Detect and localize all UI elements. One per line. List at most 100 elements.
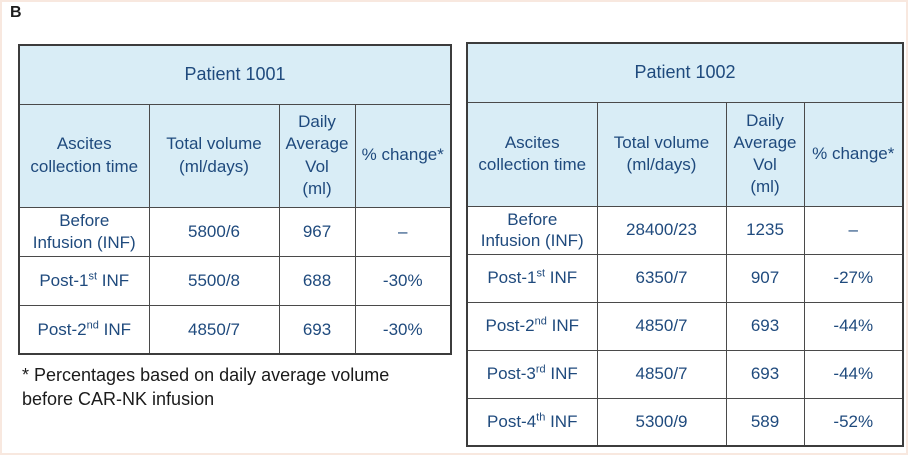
patient-1002-table: Patient 1002 Ascites collection time Tota… xyxy=(466,42,905,447)
label-text: Post-1 xyxy=(487,268,537,288)
header-line: Total volume xyxy=(166,134,262,154)
cell-daily-average: 688 xyxy=(278,255,356,306)
cell-collection-time: Post-1st INF xyxy=(466,253,598,303)
label-text: Post-2 xyxy=(37,319,87,339)
footnote-line: * Percentages based on daily average vol… xyxy=(22,365,390,385)
label-text: INF xyxy=(545,268,578,288)
cell-daily-average: 693 xyxy=(278,304,356,355)
footnote: * Percentages based on daily average vol… xyxy=(22,363,442,412)
header-line: Daily xyxy=(298,112,336,132)
ordinal-superscript: th xyxy=(536,411,546,424)
table-title-patient-1002: Patient 1002 xyxy=(466,42,904,103)
cell-daily-average: 907 xyxy=(725,253,805,303)
header-line: (ml/days) xyxy=(626,155,697,174)
label-text: Post-1 xyxy=(39,270,89,290)
label-line: Infusion (INF) xyxy=(480,231,584,250)
header-line: Average xyxy=(733,132,797,152)
cell-collection-time: Before Infusion (INF) xyxy=(466,205,598,255)
ordinal-superscript: nd xyxy=(534,315,547,328)
cell-daily-average: 1235 xyxy=(725,205,805,255)
table-row: Before Infusion (INF) 28400/23 1235 – xyxy=(466,205,904,255)
column-header-daily-average-vol: Daily Average Vol (ml) xyxy=(725,101,805,207)
cell-collection-time: Post-1st INF xyxy=(18,255,150,306)
table-row: Post-2nd INF 4850/7 693 -44% xyxy=(466,301,904,351)
label-text: INF xyxy=(97,270,130,290)
cell-total-volume: 5500/8 xyxy=(148,255,280,306)
label-line: Infusion (INF) xyxy=(32,232,136,252)
header-line: Total volume xyxy=(613,132,710,152)
label-text: INF xyxy=(546,316,579,336)
column-header-daily-average-vol: Daily Average Vol (ml) xyxy=(278,103,356,208)
label-text: Post-3 xyxy=(486,364,536,384)
header-line: Average xyxy=(285,134,349,154)
cell-total-volume: 4850/7 xyxy=(148,304,280,355)
header-line: collection time xyxy=(30,156,139,176)
panel-label: B xyxy=(10,4,22,21)
cell-collection-time: Before Infusion (INF) xyxy=(18,206,150,257)
column-header-total-volume: Total volume (ml/days) xyxy=(148,103,280,208)
cell-daily-average: 693 xyxy=(725,301,805,351)
ordinal-superscript: st xyxy=(536,267,546,280)
cell-pct-change: -30% xyxy=(354,255,452,306)
table-row: Post-2nd INF 4850/7 693 -30% xyxy=(18,304,452,355)
table-row: Before Infusion (INF) 5800/6 967 – xyxy=(18,206,452,257)
header-line: Vol xyxy=(753,155,777,174)
column-header-ascites-collection-time: Ascites collection time xyxy=(466,101,598,207)
cell-pct-change: – xyxy=(803,205,904,255)
header-line: collection time xyxy=(478,155,587,174)
cell-daily-average: 589 xyxy=(725,397,805,447)
table-row: Ascites collection time Total volume (ml/d… xyxy=(18,103,452,208)
header-line: (ml/days) xyxy=(179,156,249,176)
column-header-total-volume: Total volume (ml/days) xyxy=(596,101,727,207)
cell-collection-time: Post-3rd INF xyxy=(466,349,598,399)
cell-pct-change: -52% xyxy=(803,397,904,447)
table-row: Post-1st INF 5500/8 688 -30% xyxy=(18,255,452,306)
label-text: Post-2 xyxy=(485,316,535,336)
cell-daily-average: 967 xyxy=(278,206,356,257)
label-text: INF xyxy=(545,412,578,432)
ordinal-superscript: rd xyxy=(535,363,546,376)
ordinal-superscript: st xyxy=(88,270,98,283)
table-row: Post-1st INF 6350/7 907 -27% xyxy=(466,253,904,303)
label-line: Before xyxy=(59,211,110,231)
header-line: Vol xyxy=(305,156,329,176)
cell-collection-time: Post-2nd INF xyxy=(466,301,598,351)
header-line: % change* xyxy=(361,145,444,165)
cell-total-volume: 4850/7 xyxy=(596,301,727,351)
ordinal-superscript: nd xyxy=(86,318,99,331)
cell-total-volume: 6350/7 xyxy=(596,253,727,303)
table-row: Ascites collection time Total volume (ml/d… xyxy=(466,101,904,207)
table-row: Patient 1001 xyxy=(18,44,452,105)
column-header-pct-change: % change* xyxy=(803,101,904,207)
table-row: Post-3rd INF 4850/7 693 -44% xyxy=(466,349,904,399)
column-header-pct-change: % change* xyxy=(354,103,452,208)
cell-pct-change: -30% xyxy=(354,304,452,355)
cell-total-volume: 5300/9 xyxy=(596,397,727,447)
label-text: INF xyxy=(545,364,578,384)
cell-pct-change: -44% xyxy=(803,349,904,399)
label-text: Post-4 xyxy=(487,412,537,432)
header-line: Daily xyxy=(746,110,784,130)
cell-total-volume: 28400/23 xyxy=(596,205,727,255)
patient-1001-table: Patient 1001 Ascites collection time Tota… xyxy=(18,44,453,355)
header-line: Ascites xyxy=(56,134,112,154)
cell-total-volume: 5800/6 xyxy=(148,206,280,257)
cell-total-volume: 4850/7 xyxy=(596,349,727,399)
table-row: Patient 1002 xyxy=(466,42,904,103)
table-title-patient-1001: Patient 1001 xyxy=(18,44,452,105)
footnote-line: before CAR-NK infusion xyxy=(22,389,215,410)
cell-collection-time: Post-4th INF xyxy=(466,397,598,447)
header-line: Ascites xyxy=(504,132,560,152)
cell-pct-change: – xyxy=(354,206,452,257)
header-line: (ml) xyxy=(750,177,780,197)
cell-collection-time: Post-2nd INF xyxy=(18,304,150,355)
label-text: INF xyxy=(98,319,131,339)
cell-pct-change: -44% xyxy=(803,301,904,351)
cell-pct-change: -27% xyxy=(803,253,904,303)
column-header-ascites-collection-time: Ascites collection time xyxy=(18,103,150,208)
label-line: Before xyxy=(507,209,558,229)
cell-daily-average: 693 xyxy=(725,349,805,399)
header-line: % change* xyxy=(812,143,895,163)
header-line: (ml) xyxy=(302,178,332,198)
